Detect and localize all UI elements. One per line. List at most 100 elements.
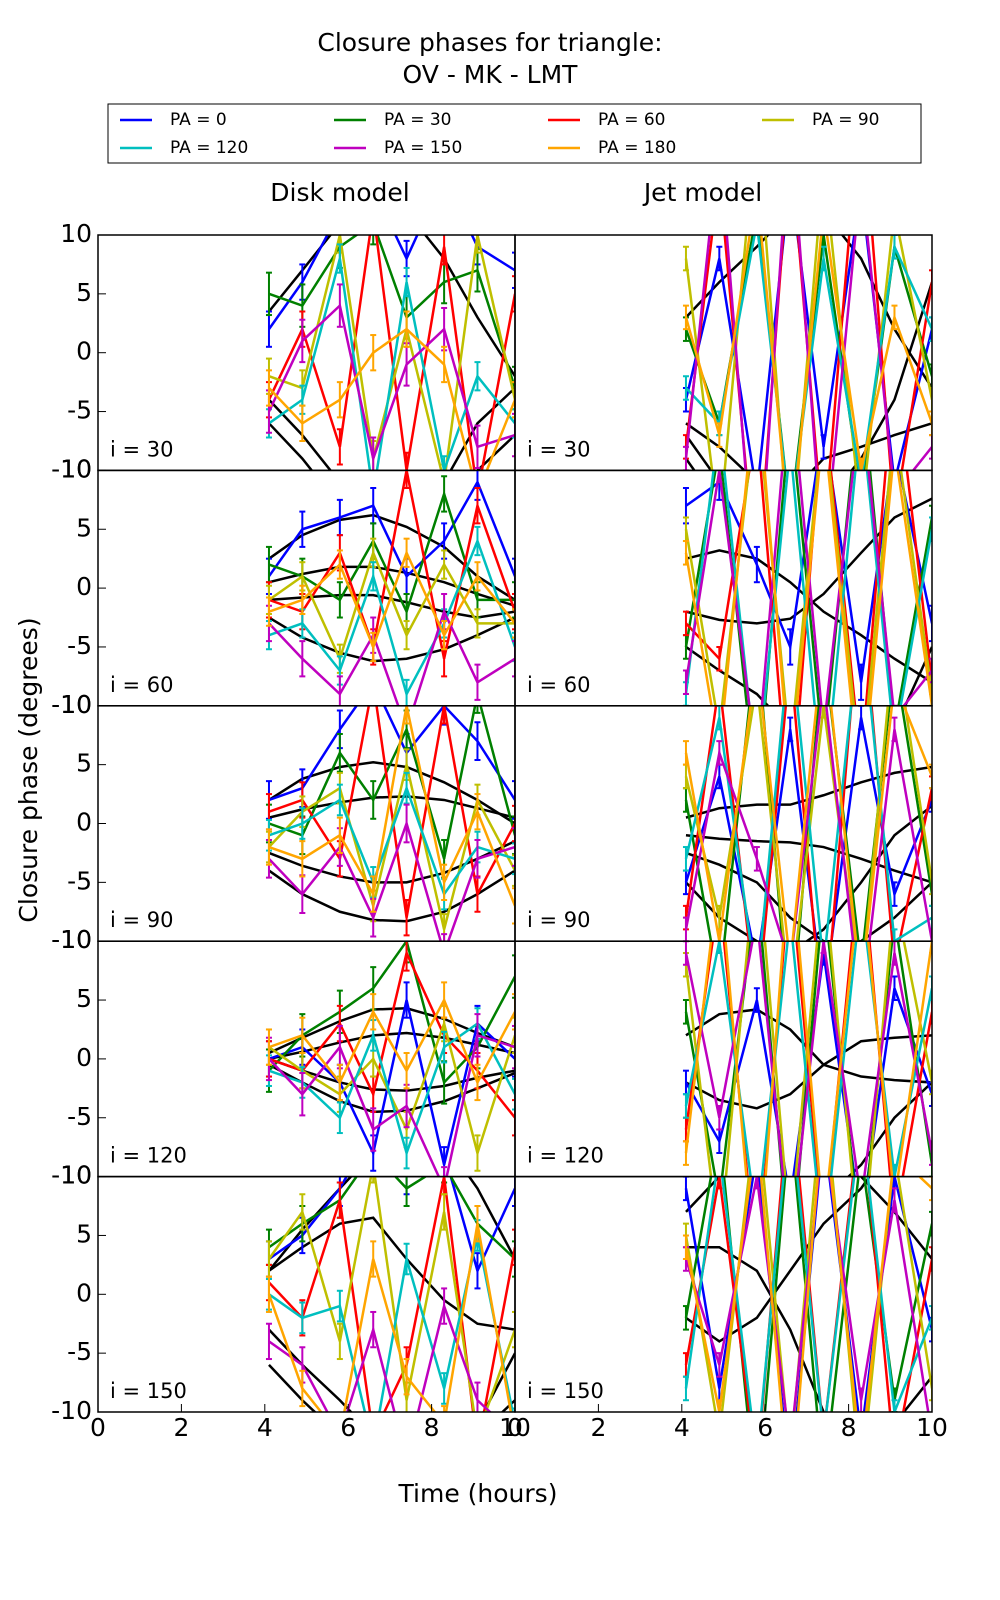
error-bar xyxy=(336,1289,343,1323)
error-bar xyxy=(787,1447,793,1471)
error-bar xyxy=(929,504,932,531)
error-bar xyxy=(821,553,827,577)
error-bar xyxy=(929,316,932,342)
model-curve xyxy=(268,616,515,663)
error-bar xyxy=(474,1418,480,1453)
x-tick-label: 10 xyxy=(916,1413,948,1442)
panel-annotation: i = 60 xyxy=(110,673,174,697)
y-tick-label: 10 xyxy=(60,690,92,719)
y-tick-label: -10 xyxy=(51,925,92,954)
error-bar xyxy=(754,364,760,388)
error-bar xyxy=(299,584,306,615)
x-tick-label: 6 xyxy=(340,1413,356,1442)
error-bar xyxy=(299,318,306,364)
error-bar xyxy=(858,1212,864,1236)
error-bar xyxy=(858,457,865,471)
error-bar xyxy=(858,364,864,388)
title-line: Closure phases for triangle: xyxy=(317,28,662,57)
error-bar xyxy=(716,670,722,694)
y-tick-label: 5 xyxy=(76,513,92,542)
error-bar xyxy=(787,164,793,188)
error-bar xyxy=(754,753,760,777)
error-bar xyxy=(787,953,793,977)
panel-annotation: i = 30 xyxy=(527,437,591,461)
error-bar xyxy=(336,816,343,854)
error-bar xyxy=(299,1016,306,1055)
model-curve xyxy=(268,1352,515,1412)
legend-label: PA = 30 xyxy=(384,110,451,130)
panel-frame xyxy=(514,1175,933,1413)
series-line xyxy=(268,705,515,802)
error-bar xyxy=(682,999,689,1025)
error-bar xyxy=(512,412,515,458)
error-bar xyxy=(821,623,827,647)
y-tick-label: 0 xyxy=(76,572,92,601)
model-curve xyxy=(268,1007,515,1055)
legend-label: PA = 150 xyxy=(384,138,462,158)
error-bar xyxy=(753,545,760,584)
error-bar xyxy=(787,553,793,577)
series-line xyxy=(268,608,515,706)
error-bar xyxy=(820,941,827,954)
x-tick-label: 4 xyxy=(257,1413,273,1442)
error-bar xyxy=(682,445,689,471)
legend-label: PA = 60 xyxy=(598,110,665,130)
error-bar xyxy=(858,1094,864,1118)
error-bar xyxy=(787,1094,793,1118)
model-curve xyxy=(267,235,515,377)
error-bar xyxy=(299,510,306,548)
error-bar xyxy=(821,529,827,553)
error-bar xyxy=(512,381,515,419)
error-bar xyxy=(858,753,864,777)
error-bar xyxy=(512,1099,515,1137)
error-bar xyxy=(754,1283,760,1307)
error-bar xyxy=(682,1093,689,1119)
series-line xyxy=(685,470,932,706)
error-bar xyxy=(512,1176,515,1208)
error-bar xyxy=(891,716,898,743)
error-bar xyxy=(754,482,760,506)
error-bar xyxy=(370,1240,377,1278)
x-tick-label: 0 xyxy=(90,1413,106,1442)
error-bar xyxy=(858,835,864,859)
error-bar xyxy=(821,200,827,224)
error-bar xyxy=(403,771,410,805)
error-bar xyxy=(787,1471,793,1495)
error-bar xyxy=(512,1077,515,1111)
error-bar xyxy=(512,993,515,1031)
error-bar xyxy=(858,788,864,812)
model-curve xyxy=(268,1216,515,1331)
error-bar xyxy=(891,353,897,377)
error-bar xyxy=(299,1193,306,1231)
y-tick-label: 0 xyxy=(76,337,92,366)
error-bar xyxy=(682,610,689,637)
y-tick-label: -5 xyxy=(67,1337,92,1366)
error-bar xyxy=(787,1494,793,1518)
error-bar xyxy=(512,1310,515,1349)
error-bar xyxy=(858,977,864,1001)
error-bar xyxy=(336,783,343,817)
error-bar xyxy=(299,1369,306,1408)
model-curve xyxy=(685,1176,871,1343)
error-bar xyxy=(754,788,760,812)
error-bar xyxy=(370,780,377,820)
error-bar xyxy=(858,600,864,624)
series-line xyxy=(684,705,932,942)
y-tick-label: -5 xyxy=(67,1102,92,1131)
error-bar xyxy=(929,869,932,896)
error-bar xyxy=(787,716,794,743)
error-bar xyxy=(403,342,410,387)
error-bar xyxy=(336,581,343,619)
error-bar xyxy=(682,669,689,696)
error-bar xyxy=(370,663,376,701)
error-bar xyxy=(370,436,377,471)
error-bar xyxy=(336,1181,343,1219)
error-bar xyxy=(336,428,343,466)
series-line xyxy=(684,470,932,706)
model-curve xyxy=(268,1328,515,1412)
error-bar xyxy=(858,765,864,789)
error-bar xyxy=(441,1372,448,1405)
series-line xyxy=(684,941,932,1177)
series-line xyxy=(268,705,515,907)
error-bar xyxy=(716,245,723,272)
